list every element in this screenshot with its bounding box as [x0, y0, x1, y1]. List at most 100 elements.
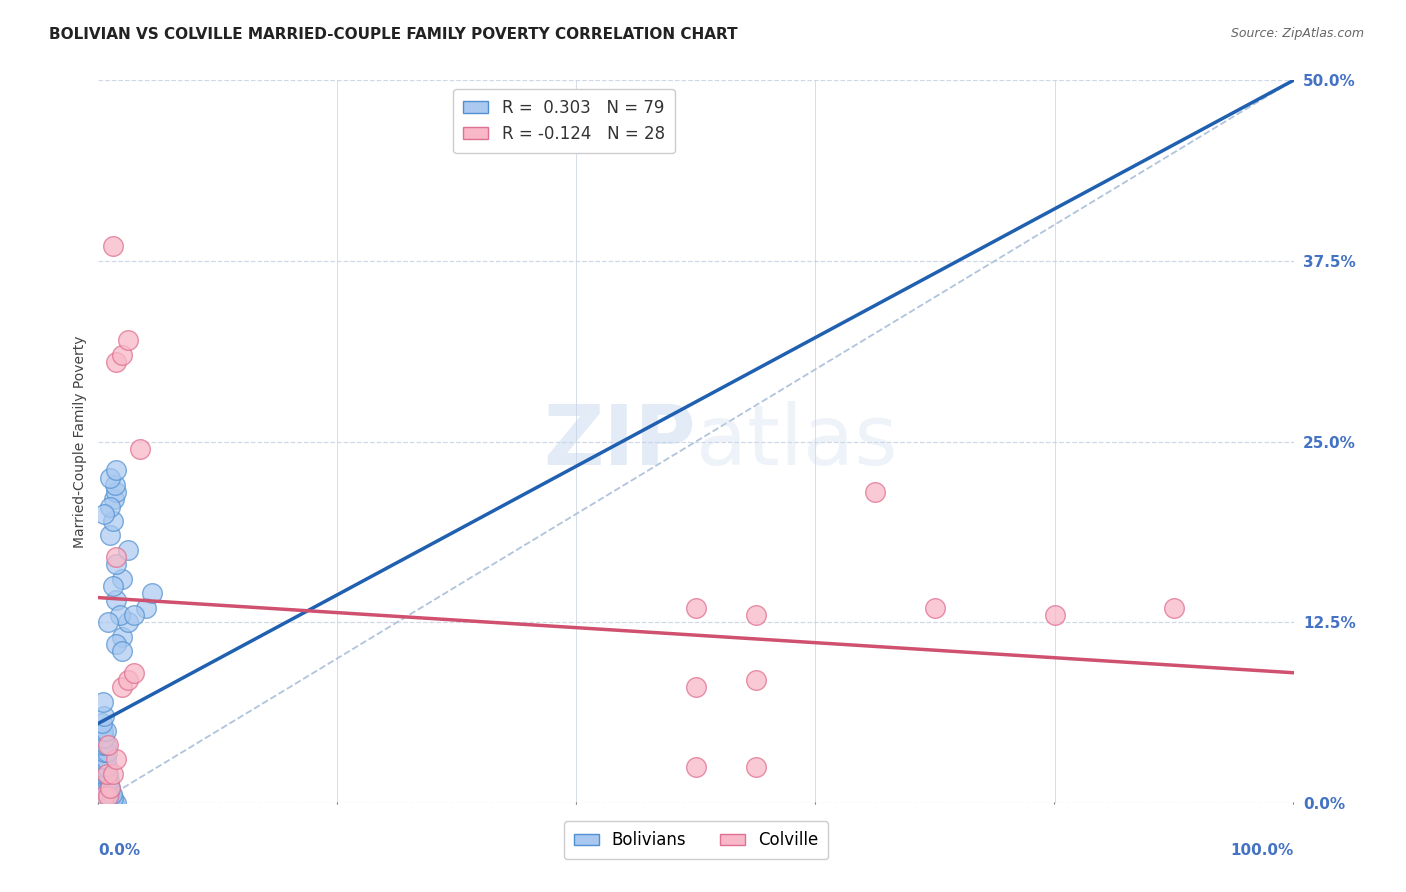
Point: [101, 791, 124, 805]
Point: [685, 680, 707, 694]
Point: [91, 774, 114, 789]
Point: [1163, 600, 1185, 615]
Point: [111, 348, 134, 362]
Point: [124, 665, 146, 680]
Point: [91, 787, 114, 801]
Point: [91, 695, 114, 709]
Text: Source: ZipAtlas.com: Source: ZipAtlas.com: [1230, 27, 1364, 40]
Point: [98, 796, 121, 810]
Point: [101, 767, 124, 781]
Point: [108, 607, 131, 622]
Point: [100, 787, 122, 801]
Point: [90, 791, 112, 805]
Point: [105, 637, 128, 651]
Point: [94, 723, 117, 738]
Point: [105, 558, 128, 572]
Point: [105, 463, 128, 477]
Point: [93, 760, 115, 774]
Point: [91, 752, 114, 766]
Point: [93, 787, 115, 801]
Point: [98, 781, 122, 796]
Point: [105, 593, 128, 607]
Point: [105, 355, 128, 369]
Point: [93, 789, 115, 803]
Point: [94, 738, 117, 752]
Point: [98, 781, 122, 796]
Point: [98, 471, 122, 485]
Point: [117, 334, 139, 348]
Point: [91, 767, 114, 781]
Point: [924, 600, 946, 615]
Point: [91, 716, 114, 731]
Point: [93, 507, 115, 521]
Point: [745, 607, 768, 622]
Point: [101, 514, 124, 528]
Point: [129, 442, 152, 456]
Point: [96, 787, 118, 801]
Point: [865, 485, 887, 500]
Point: [93, 796, 115, 810]
Point: [93, 709, 115, 723]
Point: [97, 738, 120, 752]
Point: [100, 796, 122, 810]
Point: [135, 600, 157, 615]
Point: [91, 796, 114, 810]
Point: [97, 789, 120, 803]
Point: [94, 767, 117, 781]
Point: [685, 600, 707, 615]
Point: [97, 781, 120, 796]
Point: [745, 760, 768, 774]
Point: [124, 607, 146, 622]
Point: [94, 781, 117, 796]
Point: [111, 680, 134, 694]
Point: [104, 478, 127, 492]
Point: [685, 760, 707, 774]
Point: [93, 731, 115, 745]
Point: [96, 796, 118, 810]
Y-axis label: Married-Couple Family Poverty: Married-Couple Family Poverty: [73, 335, 87, 548]
Point: [93, 774, 115, 789]
Point: [105, 485, 128, 500]
Point: [111, 572, 134, 586]
Point: [101, 579, 124, 593]
Point: [98, 787, 121, 801]
Point: [91, 723, 114, 738]
Point: [94, 752, 117, 766]
Point: [93, 745, 115, 759]
Point: [98, 774, 121, 789]
Point: [101, 239, 124, 253]
Point: [96, 767, 118, 781]
Point: [745, 673, 768, 687]
Point: [111, 630, 134, 644]
Point: [117, 673, 139, 687]
Text: 0.0%: 0.0%: [98, 843, 141, 857]
Point: [105, 550, 128, 565]
Point: [111, 644, 134, 658]
Point: [91, 738, 114, 752]
Point: [96, 774, 118, 789]
Point: [1043, 607, 1066, 622]
Text: ZIP: ZIP: [544, 401, 696, 482]
Point: [96, 745, 118, 759]
Text: atlas: atlas: [696, 401, 897, 482]
Text: BOLIVIAN VS COLVILLE MARRIED-COUPLE FAMILY POVERTY CORRELATION CHART: BOLIVIAN VS COLVILLE MARRIED-COUPLE FAMI…: [49, 27, 738, 42]
Point: [97, 791, 120, 805]
Point: [97, 767, 120, 781]
Point: [103, 492, 125, 507]
Point: [98, 791, 122, 805]
Point: [96, 760, 118, 774]
Text: 100.0%: 100.0%: [1230, 843, 1294, 857]
Point: [97, 615, 120, 630]
Point: [117, 615, 139, 630]
Point: [94, 791, 117, 805]
Point: [91, 791, 114, 805]
Point: [105, 752, 128, 766]
Point: [98, 500, 122, 514]
Point: [141, 586, 163, 600]
Point: [98, 528, 122, 542]
Point: [117, 542, 139, 557]
Point: [91, 781, 114, 796]
Legend: R =  0.303   N = 79, R = -0.124   N = 28: R = 0.303 N = 79, R = -0.124 N = 28: [453, 88, 675, 153]
Point: [105, 796, 128, 810]
Point: [103, 796, 125, 810]
